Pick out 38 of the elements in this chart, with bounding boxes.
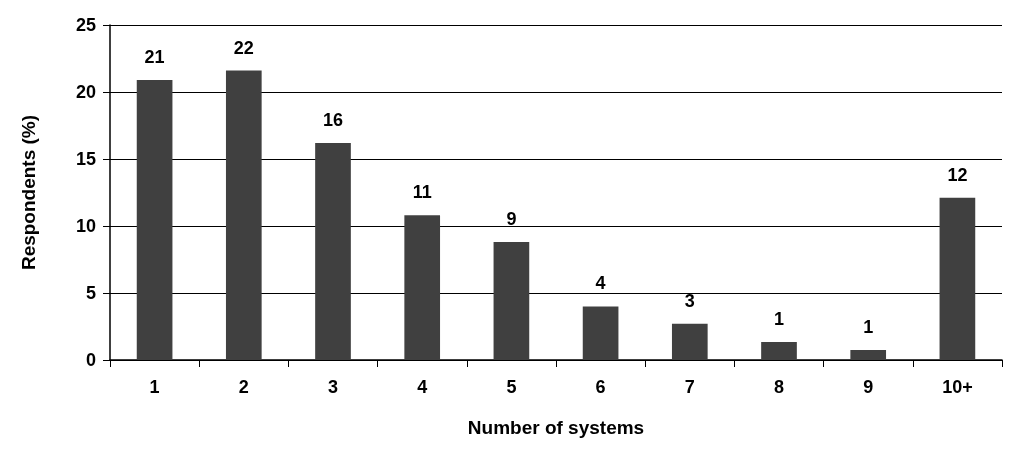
- bar: [225, 70, 262, 360]
- bar: [761, 341, 797, 360]
- y-tick-label: 15: [75, 149, 96, 169]
- y-tick-label: 20: [75, 82, 96, 102]
- data-label: 1: [773, 308, 785, 329]
- x-axis-title: Number of systems: [467, 417, 645, 438]
- x-tick-label: 7: [684, 377, 695, 397]
- data-label: 16: [322, 109, 344, 130]
- y-axis-title: Respondents (%): [18, 114, 39, 271]
- bar: [136, 79, 173, 360]
- bar: [850, 349, 887, 360]
- x-tick-label: 3: [327, 377, 339, 397]
- x-tick-label: 8: [773, 377, 785, 397]
- x-tick-label: 6: [595, 377, 606, 397]
- data-label: 9: [506, 209, 517, 230]
- bar: [404, 215, 441, 360]
- bar: [493, 242, 530, 360]
- data-label: 11: [412, 182, 432, 203]
- x-tick-label: 10+: [942, 377, 973, 397]
- data-label: 21: [144, 46, 165, 67]
- data-label: 3: [684, 290, 695, 311]
- bar: [671, 323, 708, 360]
- bar: [582, 306, 619, 360]
- y-tick-label: 25: [75, 15, 96, 35]
- bar: [315, 142, 351, 360]
- x-tick-label: 5: [506, 377, 517, 397]
- data-label: 12: [947, 164, 968, 185]
- y-tick-label: 10: [75, 216, 96, 236]
- data-label: 22: [233, 37, 254, 58]
- data-label: 4: [595, 273, 606, 294]
- y-tick-label: 5: [85, 283, 96, 303]
- x-tick-label: 9: [863, 377, 874, 397]
- y-tick-label: 0: [85, 350, 96, 370]
- x-tick-label: 2: [238, 377, 249, 397]
- data-label: 1: [863, 316, 874, 337]
- x-tick-label: 4: [417, 377, 428, 397]
- bar: [939, 197, 976, 360]
- x-tick-label: 1: [149, 377, 160, 397]
